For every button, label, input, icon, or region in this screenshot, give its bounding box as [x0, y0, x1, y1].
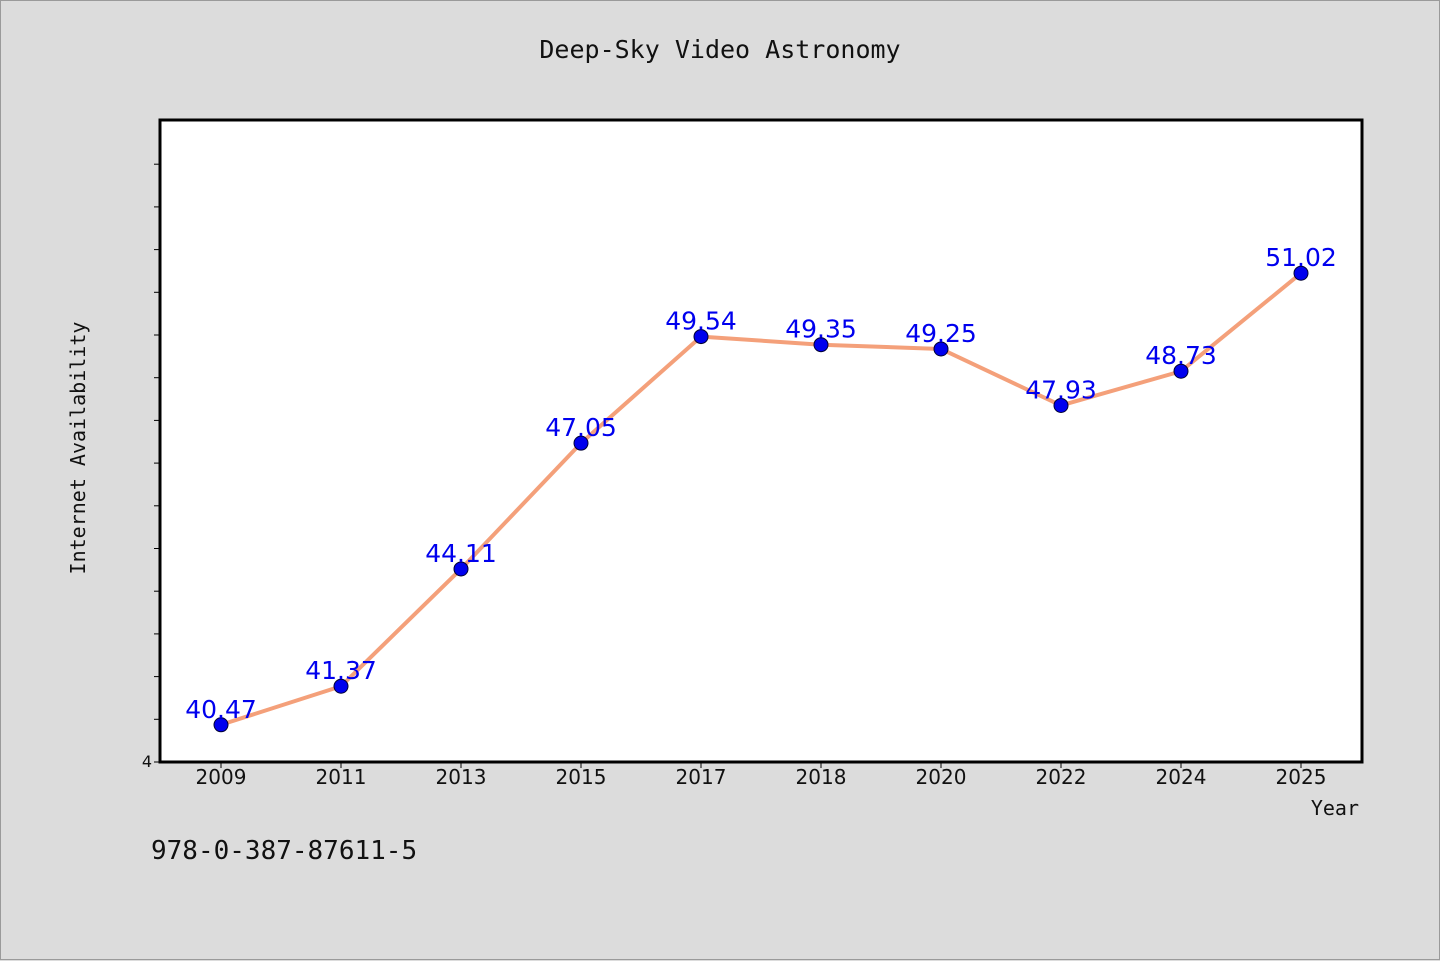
- data-point-marker: [1173, 363, 1189, 379]
- x-tick-label: 2011: [316, 765, 367, 789]
- chart-title: Deep-Sky Video Astronomy: [539, 35, 901, 64]
- data-label: 51.02: [1265, 243, 1337, 272]
- data-point-marker: [573, 435, 589, 451]
- data-label: 40.47: [185, 695, 257, 724]
- x-axis-label: Year: [1310, 796, 1359, 820]
- data-point-marker: [933, 341, 949, 357]
- x-tick-label: 2020: [916, 765, 967, 789]
- x-tick-label: 2018: [796, 765, 847, 789]
- x-tick-label: 2022: [1036, 765, 1087, 789]
- data-label: 49.54: [665, 307, 737, 336]
- x-tick-label: 2024: [1156, 765, 1207, 789]
- data-point-marker: [813, 337, 829, 353]
- data-label: 47.05: [545, 413, 617, 442]
- x-tick-label: 2013: [436, 765, 487, 789]
- plot-area: [158, 118, 1364, 764]
- isbn-footer-text: 978-0-387-87611-5: [151, 836, 418, 866]
- x-tick-label: 2015: [556, 765, 607, 789]
- data-label: 49.25: [905, 319, 977, 348]
- data-point-marker: [453, 561, 469, 577]
- data-label: 41.37: [305, 656, 377, 685]
- series-line: [220, 271, 1303, 727]
- data-point-marker: [213, 717, 229, 733]
- data-point-marker: [1053, 397, 1069, 413]
- data-label: 44.11: [425, 539, 497, 568]
- x-tick-label: 2025: [1276, 765, 1327, 789]
- data-point-marker: [1293, 265, 1309, 281]
- x-tick-label: 2009: [196, 765, 247, 789]
- data-label: 47.93: [1025, 375, 1097, 404]
- data-point-marker: [693, 329, 709, 345]
- x-tick-label: 2017: [676, 765, 727, 789]
- y-tick-label: 4: [142, 752, 152, 771]
- data-point-marker: [333, 678, 349, 694]
- data-label: 49.35: [785, 315, 857, 344]
- data-label: 48.73: [1145, 341, 1217, 370]
